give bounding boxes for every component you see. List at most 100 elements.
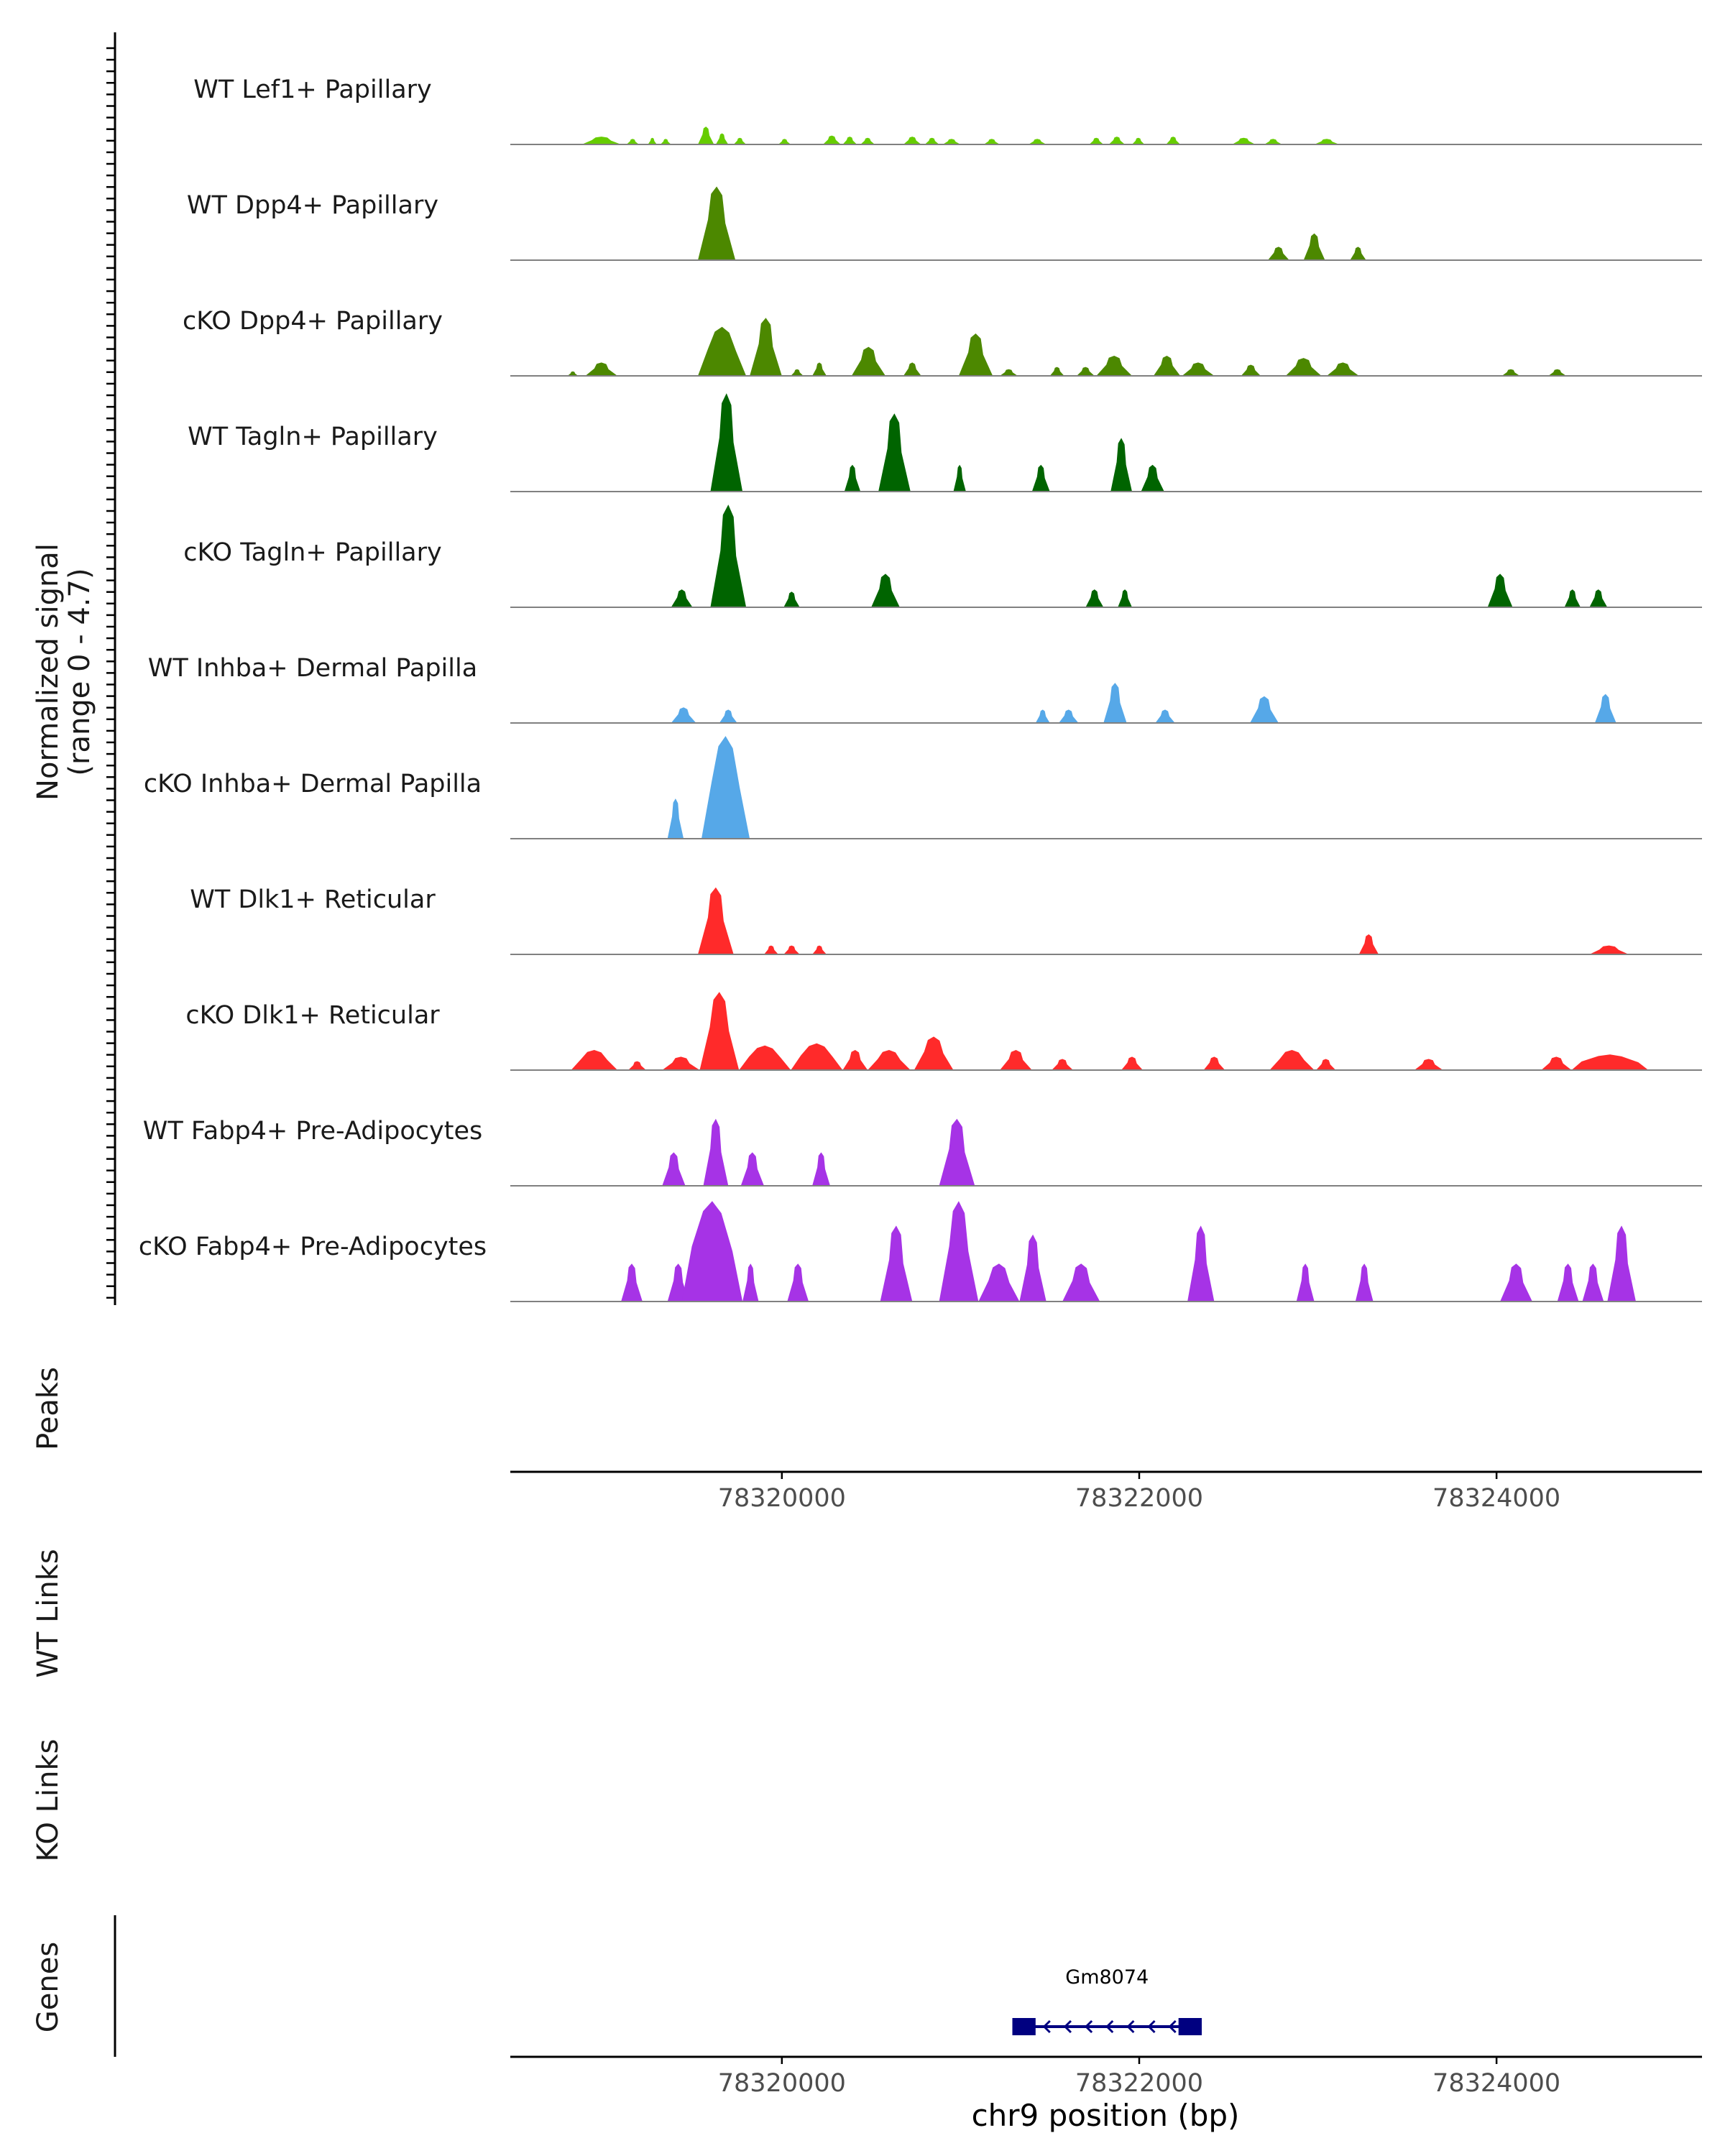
coverage-tracks: WT Lef1+ Papillary WT Dpp4+ Papillary cKO … <box>139 75 1702 1302</box>
coverage-peak <box>750 318 782 376</box>
x-tick-label: 78324000 <box>1432 1484 1560 1513</box>
coverage-peak <box>791 1043 843 1070</box>
coverage-peak <box>1153 356 1181 376</box>
coverage-peak <box>812 1152 830 1186</box>
coverage-peak <box>851 346 886 376</box>
coverage-peak <box>628 1061 646 1070</box>
strand-arrow <box>1147 2019 1156 2034</box>
coverage-peak <box>1303 233 1325 260</box>
coverage-peak <box>1541 1056 1572 1070</box>
strand-arrow <box>1105 2019 1114 2034</box>
track-label: cKO Inhba+ Dermal Papilla <box>144 770 482 798</box>
track-label: cKO Dlk1+ Reticular <box>185 1001 440 1030</box>
coverage-peak <box>585 362 618 376</box>
coverage-peak <box>1241 364 1261 376</box>
coverage-peak <box>671 707 696 723</box>
coverage-peak <box>924 137 939 144</box>
coverage-peak <box>1203 1056 1225 1070</box>
coverage-peak <box>1316 1059 1336 1070</box>
coverage-track: WT Dpp4+ Papillary <box>187 186 1702 261</box>
coverage-peak <box>710 505 747 607</box>
coverage-peak <box>1049 367 1064 376</box>
coverage-peak <box>1589 945 1629 954</box>
coverage-peak <box>1155 709 1175 723</box>
coverage-track: cKO Tagln+ Papillary <box>183 505 1702 608</box>
coverage-peak <box>958 333 993 376</box>
strand-arrow <box>1126 2019 1135 2034</box>
coverage-peak <box>1121 1056 1143 1070</box>
coverage-peak <box>699 992 740 1070</box>
coverage-peak <box>868 1050 911 1070</box>
track-label: WT Dpp4+ Papillary <box>187 191 438 220</box>
coverage-peak <box>698 186 736 260</box>
coverage-peak <box>1182 362 1215 376</box>
coverage-track: WT Inhba+ Dermal Papilla <box>148 654 1702 724</box>
coverage-peak <box>660 139 671 144</box>
coverage-peak <box>880 1225 913 1302</box>
coverage-peak <box>1110 438 1132 492</box>
coverage-peak <box>878 413 911 492</box>
coverage-peak <box>1059 709 1079 723</box>
coverage-peak <box>698 887 734 954</box>
coverage-peak <box>567 371 579 376</box>
coverage-track: cKO Inhba+ Dermal Papilla <box>144 736 1702 839</box>
coverage-peak <box>648 137 657 144</box>
track-label: cKO Dpp4+ Papillary <box>183 307 443 336</box>
strand-arrow <box>1063 2019 1072 2034</box>
x-tick-label: 78320000 <box>718 1484 846 1513</box>
x-tick-label: 78324000 <box>1432 2069 1560 2098</box>
strand-arrow <box>1168 2019 1177 2034</box>
coverage-peak <box>953 464 966 492</box>
coverage-peak <box>1103 683 1127 723</box>
coverage-peak <box>698 326 747 376</box>
coverage-peak <box>1548 369 1567 376</box>
track-label: WT Lef1+ Papillary <box>193 75 432 104</box>
coverage-peak <box>671 589 693 607</box>
coverage-peak <box>1594 694 1616 723</box>
coverage-peak <box>939 1118 975 1186</box>
coverage-track: cKO Dpp4+ Papillary <box>183 307 1702 377</box>
y-axis-label-line2: (range 0 - 4.7) <box>63 568 96 775</box>
coverage-track: cKO Dlk1+ Reticular <box>185 992 1702 1071</box>
panel-label-genes: Genes <box>32 1942 65 2032</box>
coverage-peak <box>626 139 639 144</box>
coverage-peak <box>1085 589 1104 607</box>
coverage-track: WT Dlk1+ Reticular <box>190 885 1702 955</box>
genes-x-axis: 78320000 78322000 78324000 <box>510 2055 1702 2098</box>
coverage-peak <box>681 1201 743 1302</box>
coverage-peak <box>942 139 961 144</box>
coverage-peak <box>842 137 857 144</box>
coverage-peak <box>939 1201 979 1302</box>
gene-exon <box>1012 2018 1036 2035</box>
coverage-track: cKO Fabp4+ Pre-Adipocytes <box>139 1201 1702 1302</box>
coverage-peak <box>871 573 900 607</box>
coverage-peak <box>719 709 737 723</box>
track-label: WT Dlk1+ Reticular <box>190 885 436 914</box>
coverage-peak <box>1232 137 1256 144</box>
coverage-peak <box>1296 1263 1315 1302</box>
coverage-peak <box>812 362 827 376</box>
coverage-peak <box>702 736 750 839</box>
coverage-peak <box>715 133 729 144</box>
coverage-peak <box>698 126 714 144</box>
track-label: cKO Tagln+ Papillary <box>183 538 442 567</box>
track-label: WT Tagln+ Papillary <box>188 423 438 451</box>
coverage-peak <box>783 591 800 607</box>
gene-model: Gm8074 <box>1012 1966 1202 2035</box>
y-axis-label: Normalized signal (range 0 - 4.7) <box>32 543 96 801</box>
coverage-peak <box>1500 1263 1532 1302</box>
coverage-peak <box>742 1263 759 1302</box>
coverage-peak <box>812 945 827 954</box>
coverage-peak <box>783 945 800 954</box>
coverage-peak <box>740 1152 764 1186</box>
coverage-peak <box>1250 696 1279 723</box>
coverage-track: WT Fabp4+ Pre-Adipocytes <box>143 1117 1702 1187</box>
strand-arrow <box>1042 2019 1051 2034</box>
coverage-peak <box>1285 358 1322 376</box>
coverage-peak <box>1314 139 1340 144</box>
coverage-peak <box>1118 589 1132 607</box>
coverage-peak <box>1141 464 1164 492</box>
coverage-peak <box>710 393 743 492</box>
coverage-peak <box>1268 247 1289 260</box>
